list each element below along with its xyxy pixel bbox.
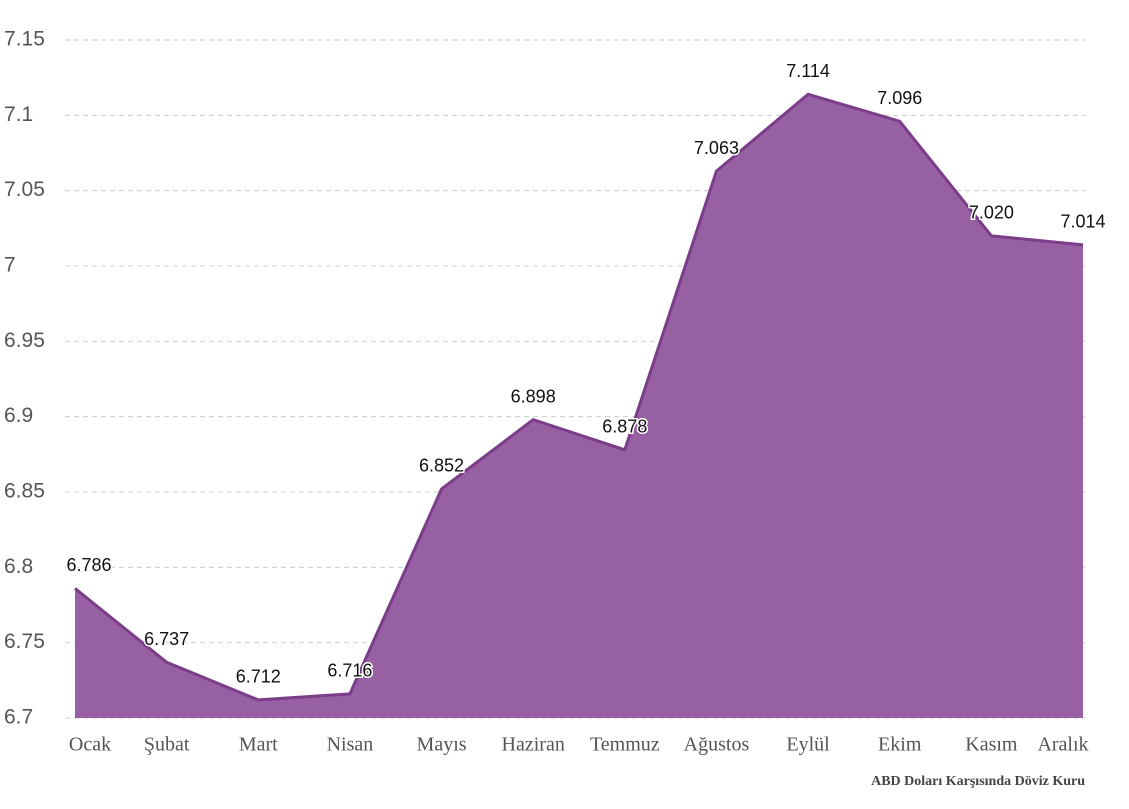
- y-tick-label: 6.85: [4, 480, 45, 503]
- data-label: 7.096: [877, 88, 922, 108]
- data-label: 6.852: [419, 456, 464, 476]
- line: [74, 92, 1084, 702]
- data-label: 6.786: [66, 555, 111, 575]
- y-tick-label: 6.9: [4, 404, 33, 427]
- data-label: 7.063: [694, 138, 739, 158]
- y-tick-label: 7.05: [4, 178, 45, 201]
- x-tick-label: Mart: [239, 734, 278, 756]
- x-tick-label: Mayıs: [417, 734, 467, 756]
- x-tick-label: Nisan: [327, 734, 374, 756]
- data-label: 7.020: [969, 203, 1014, 223]
- y-tick-label: 7.1: [4, 103, 33, 126]
- x-tick-label: Haziran: [502, 734, 565, 756]
- area: [75, 94, 1083, 719]
- y-tick-label: 7.15: [4, 28, 45, 51]
- x-tick-label: Temmuz: [590, 734, 660, 756]
- y-tick-label: 7: [4, 254, 16, 277]
- data-label: 6.712: [236, 667, 281, 687]
- data-label: 6.878: [602, 417, 647, 437]
- x-tick-label: Ekim: [878, 734, 922, 756]
- x-tick-label: Aralık: [1037, 734, 1088, 756]
- chart-caption: ABD Doları Karşısında Döviz Kuru: [871, 774, 1085, 789]
- y-tick-label: 6.75: [4, 630, 45, 653]
- data-label: 6.716: [327, 661, 372, 681]
- data-label: 6.898: [511, 386, 556, 406]
- y-tick-label: 6.95: [4, 329, 45, 352]
- x-tick-label: Ağustos: [684, 734, 750, 756]
- y-tick-label: 6.7: [4, 706, 33, 729]
- x-tick-label: Kasım: [965, 734, 1018, 756]
- data-label: 7.114: [786, 61, 830, 81]
- data-label: 6.737: [144, 629, 189, 649]
- x-tick-label: Şubat: [144, 734, 190, 756]
- data-label: 7.014: [1060, 212, 1105, 232]
- y-tick-label: 6.8: [4, 555, 33, 578]
- x-tick-label: Eylül: [786, 734, 830, 756]
- x-tick-label: Ocak: [69, 734, 111, 756]
